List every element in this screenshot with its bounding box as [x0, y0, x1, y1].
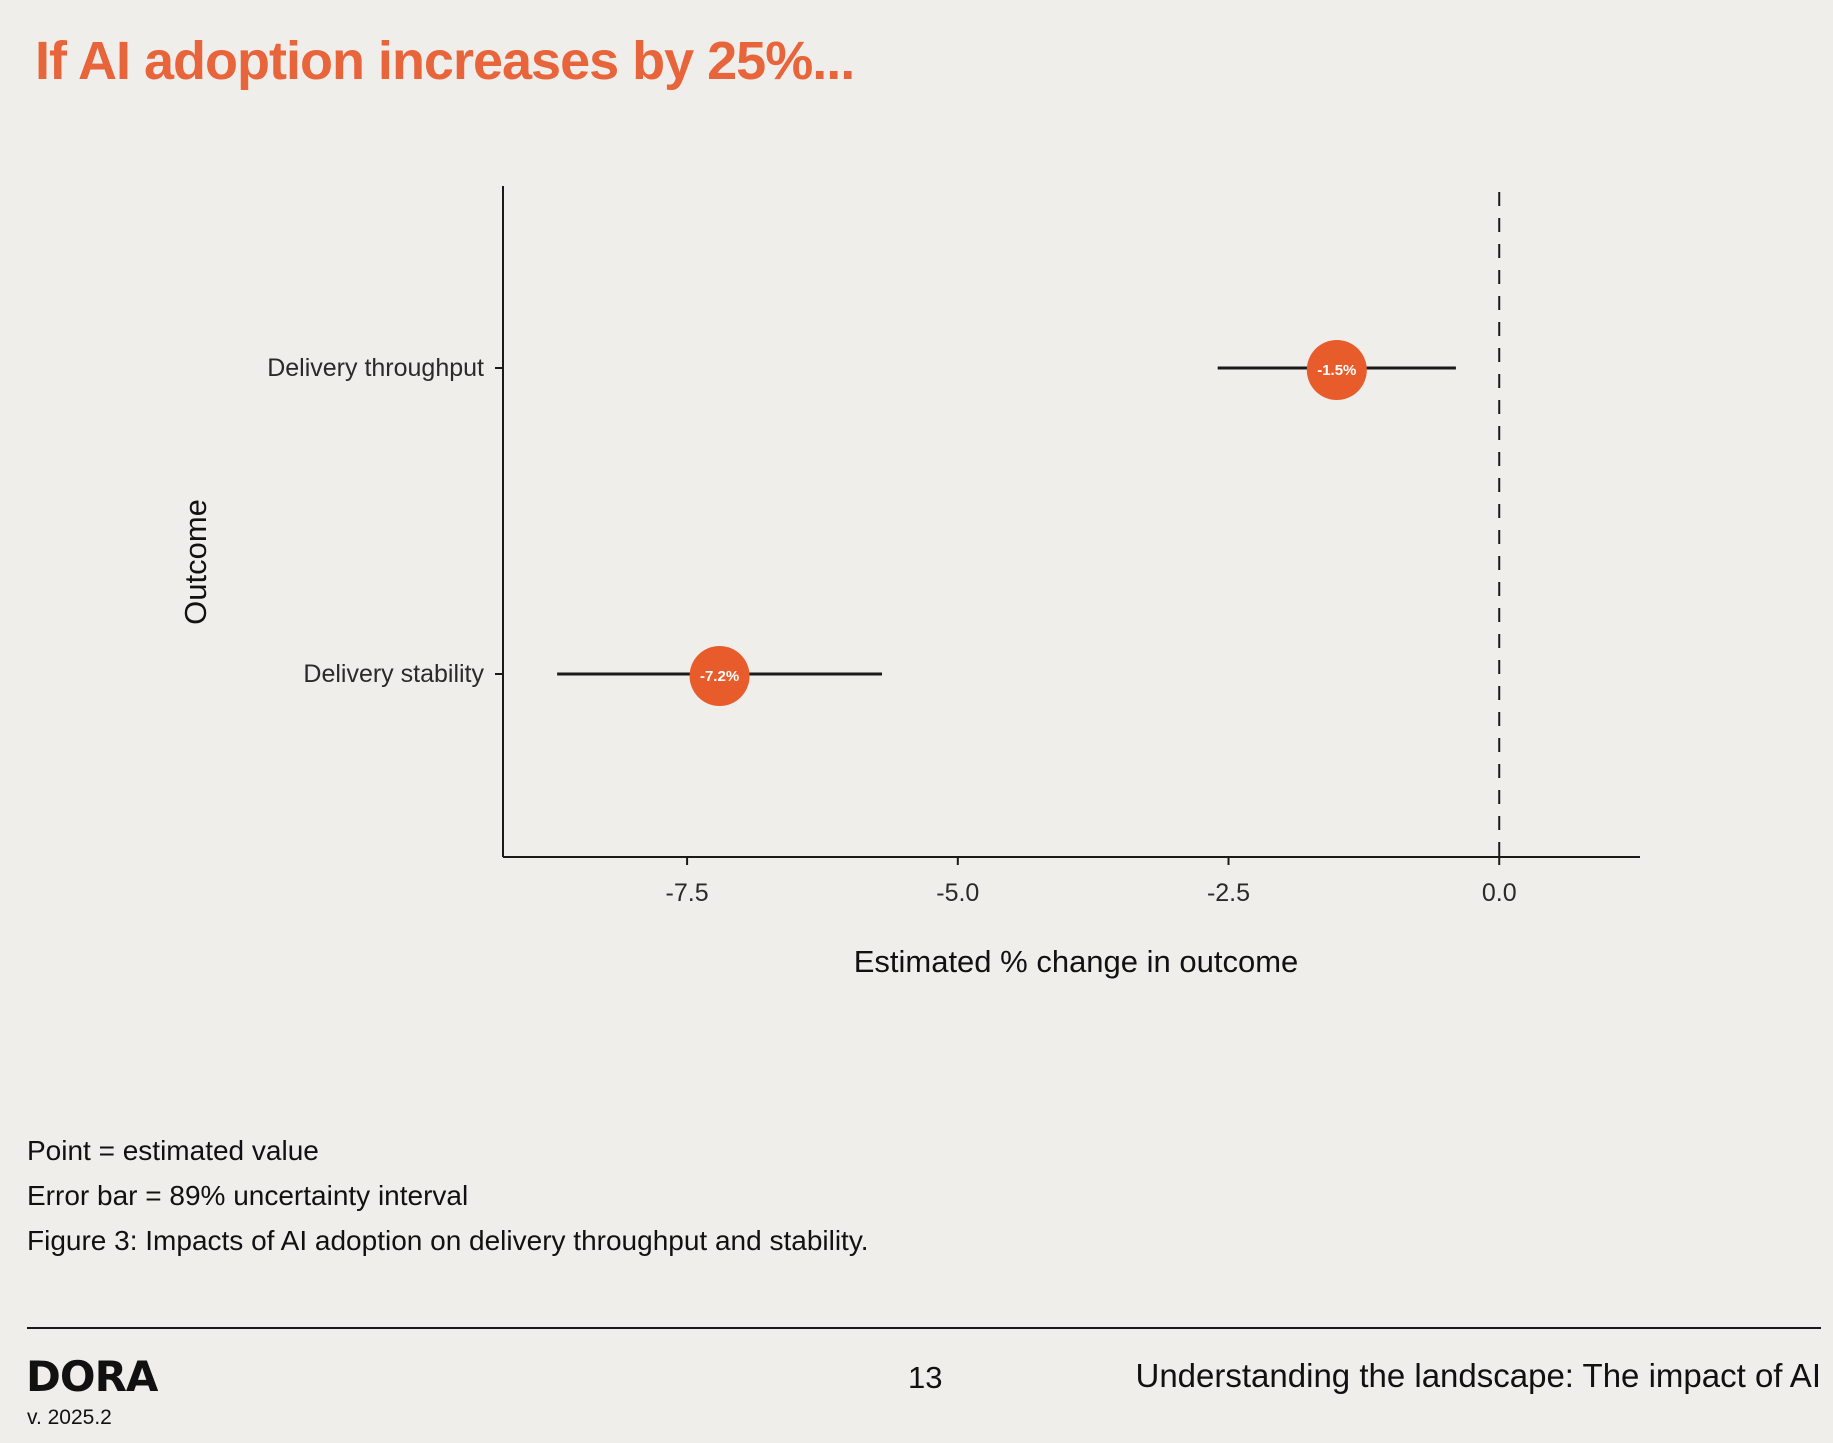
- version-label: v. 2025.2: [27, 1406, 112, 1429]
- y-tick-label: Delivery throughput: [267, 354, 484, 382]
- estimate-point: [689, 646, 750, 706]
- section-title: Understanding the landscape: The impact …: [1135, 1357, 1822, 1394]
- headline: If AI adoption increases by 25%...: [35, 31, 855, 91]
- x-tick-label: -7.5: [666, 879, 709, 907]
- figure-notes: Point = estimated value Error bar = 89% …: [27, 1128, 869, 1263]
- y-axis-title: Outcome: [178, 499, 213, 625]
- y-tick-label: Delivery stability: [303, 660, 484, 688]
- note-error-bar: Error bar = 89% uncertainty interval: [27, 1180, 469, 1211]
- page-number: 13: [908, 1360, 943, 1395]
- x-axis-title: Estimated % change in outcome: [854, 944, 1299, 979]
- estimate-point: [1306, 340, 1367, 400]
- point-value-label: -1.5%: [1317, 362, 1356, 379]
- point-value-label: -7.2%: [700, 668, 739, 685]
- x-tick-label: 0.0: [1482, 879, 1517, 907]
- x-tick-label: -5.0: [936, 879, 979, 907]
- x-tick-label: -2.5: [1207, 879, 1250, 907]
- dora-logo: DORA: [26, 1352, 158, 1401]
- note-point: Point = estimated value: [27, 1135, 319, 1166]
- footer-divider: [27, 1327, 1821, 1329]
- figure-caption: Figure 3: Impacts of AI adoption on deli…: [27, 1225, 869, 1256]
- forest-plot: -7.5 -5.0 -2.5 0.0 Delivery throughput Deliv…: [178, 186, 1640, 979]
